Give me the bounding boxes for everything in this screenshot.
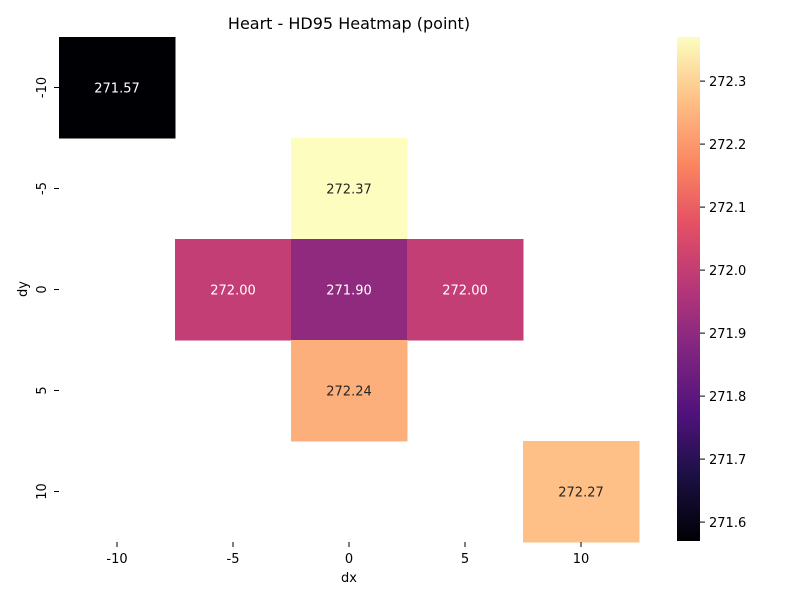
colorbar-tick-label: 272.2 — [709, 138, 746, 153]
x-axis: -10 -5 0 5 10 — [106, 542, 589, 567]
heatmap-cell — [407, 239, 524, 341]
heatmap-cell — [523, 441, 640, 543]
colorbar-tick-label: 271.9 — [709, 327, 746, 342]
cell-value-label: 272.37 — [326, 183, 372, 198]
colorbar-tick-label: 271.8 — [709, 390, 746, 405]
x-axis-label: dx — [341, 571, 357, 586]
x-tick-label: 10 — [573, 552, 590, 567]
cell-value-label: 272.27 — [558, 486, 604, 501]
y-tick-label: -5 — [35, 182, 50, 195]
heatmap-cell — [175, 239, 292, 341]
colorbar-tick-label: 272.0 — [709, 264, 746, 279]
heatmap-cells: 271.57 272.37 272.00 271.90 272.00 272.24 272.… — [59, 37, 640, 543]
colorbar-tick-label: 272.1 — [709, 201, 746, 216]
heatmap-cell — [291, 340, 408, 442]
colorbar — [677, 37, 700, 541]
chart-title: Heart - HD95 Heatmap (point) — [228, 14, 470, 33]
cell-value-label: 271.90 — [326, 284, 372, 299]
y-tick-label: 5 — [35, 386, 50, 394]
x-tick-label: -10 — [106, 552, 127, 567]
x-tick-label: 5 — [461, 552, 469, 567]
y-tick-label: 10 — [35, 483, 50, 500]
heatmap-cell — [291, 239, 408, 341]
cell-value-label: 272.00 — [442, 284, 488, 299]
y-tick-label: -10 — [35, 77, 50, 98]
cell-value-label: 272.24 — [326, 385, 372, 400]
colorbar-tick-label: 271.6 — [709, 516, 746, 531]
y-axis: -10 -5 0 5 10 — [35, 77, 59, 500]
heatmap-cell — [59, 37, 176, 139]
x-tick-label: 0 — [345, 552, 353, 567]
colorbar-tick-label: 272.3 — [709, 75, 746, 90]
y-tick-label: 0 — [35, 285, 50, 293]
colorbar-tick-label: 271.7 — [709, 453, 746, 468]
cell-value-label: 272.00 — [210, 284, 256, 299]
cell-value-label: 271.57 — [94, 82, 140, 97]
y-axis-label: dy — [16, 281, 31, 297]
colorbar-ticks: 271.6 271.7 271.8 271.9 272.0 272.1 272.2 272.3 — [700, 75, 746, 531]
x-tick-label: -5 — [227, 552, 240, 567]
heatmap-cell — [291, 138, 408, 240]
